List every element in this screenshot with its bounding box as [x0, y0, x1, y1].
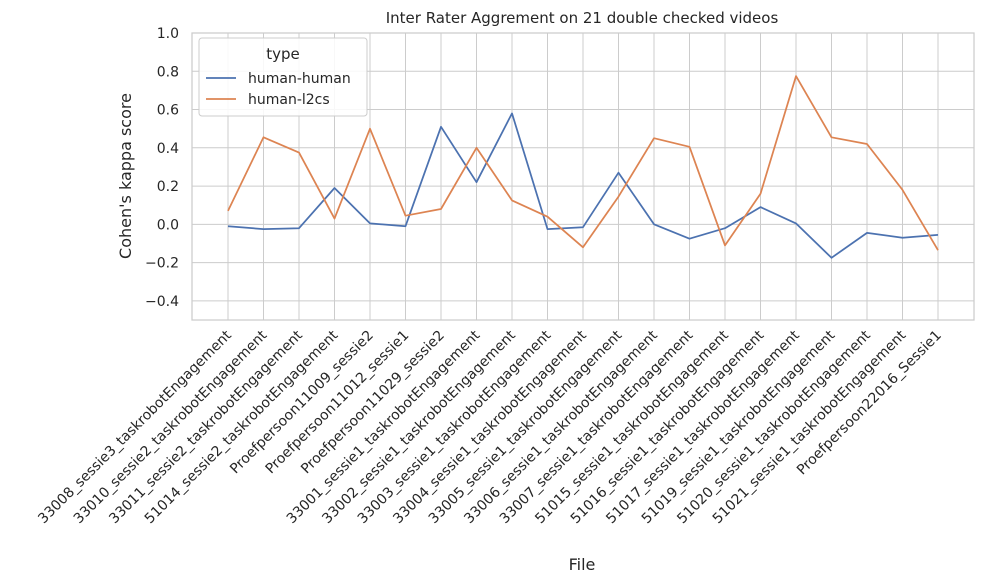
legend-entries: human-human human-l2cs: [206, 71, 351, 108]
series-line-human-l2cs: [227, 75, 939, 251]
y-tick-label: −0.2: [145, 256, 179, 272]
y-tick-label: 0.6: [157, 103, 179, 119]
x-axis-label: File: [569, 555, 596, 574]
series-line-human-human: [227, 112, 939, 259]
legend-label-human-human: human-human: [248, 71, 351, 87]
plot-frame: [191, 32, 975, 321]
legend: type human-human human-l2cs: [198, 37, 368, 117]
y-tick-labels: −0.4 −0.2 0.0 0.2 0.4 0.6 0.8 1.0: [145, 26, 179, 310]
legend-label-human-l2cs: human-l2cs: [248, 92, 330, 108]
legend-title: type: [266, 45, 300, 63]
legend-box: [198, 37, 368, 117]
y-tick-label: 0.0: [157, 217, 179, 233]
y-tick-label: 0.4: [157, 141, 179, 157]
x-tick-labels: 33008_sessie3_taskrobotEngagement33010_s…: [35, 327, 945, 527]
y-tick-label: −0.4: [145, 294, 179, 310]
y-tick-label: 0.2: [157, 179, 179, 195]
chart-title: Inter Rater Aggrement on 21 double check…: [386, 9, 779, 27]
y-tick-label: 0.8: [157, 64, 179, 80]
y-tick-label: 1.0: [157, 26, 179, 42]
y-axis-label: Cohen's kappa score: [116, 93, 135, 259]
series-lines: [227, 75, 939, 259]
